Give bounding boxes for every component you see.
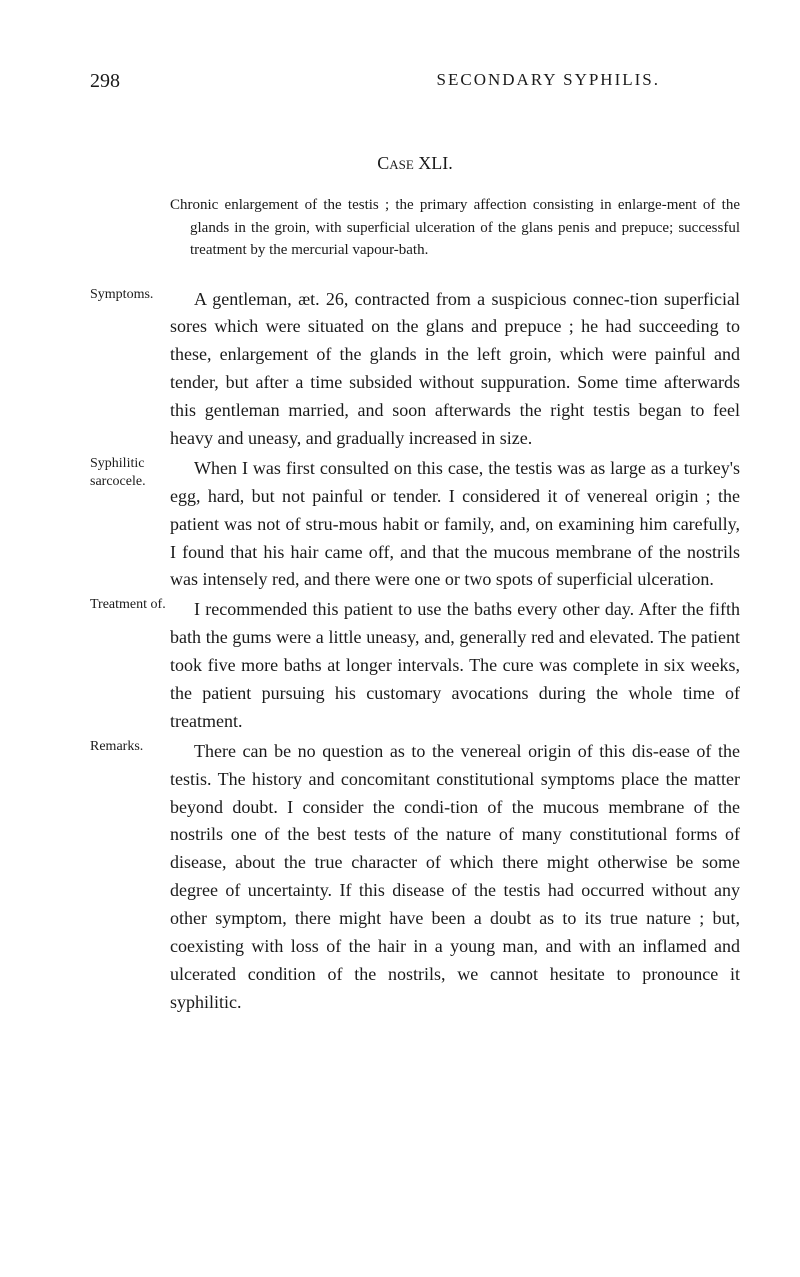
case-abstract: Chronic enlargement of the testis ; the … — [170, 194, 740, 262]
paragraph-symptoms: Symptoms. A gentleman, æt. 26, contracte… — [170, 286, 740, 453]
paragraph-syphilitic: Syphilitic sarcocele. When I was first c… — [170, 455, 740, 594]
page-content: Case XLI. Chronic enlargement of the tes… — [90, 153, 740, 1017]
margin-note-syphilitic: Syphilitic sarcocele. — [90, 455, 168, 491]
margin-note-remarks: Remarks. — [90, 738, 168, 756]
paragraph-text: A gentleman, æt. 26, contracted from a s… — [170, 289, 740, 448]
paragraph-treatment: Treatment of. I recommended this patient… — [170, 596, 740, 735]
page-number: 298 — [90, 70, 120, 93]
case-title: Case XLI. — [170, 153, 740, 174]
paragraph-remarks: Remarks. There can be no question as to … — [170, 738, 740, 1017]
paragraph-text: When I was first consulted on this case,… — [170, 458, 740, 590]
paragraph-text: There can be no question as to the vener… — [170, 741, 740, 1012]
paragraph-text: I recommended this patient to use the ba… — [170, 599, 740, 731]
margin-note-treatment: Treatment of. — [90, 596, 168, 614]
margin-note-symptoms: Symptoms. — [90, 286, 168, 304]
running-head: SECONDARY SYPHILIS. — [437, 70, 660, 93]
page-header: 298 SECONDARY SYPHILIS. — [90, 70, 740, 93]
